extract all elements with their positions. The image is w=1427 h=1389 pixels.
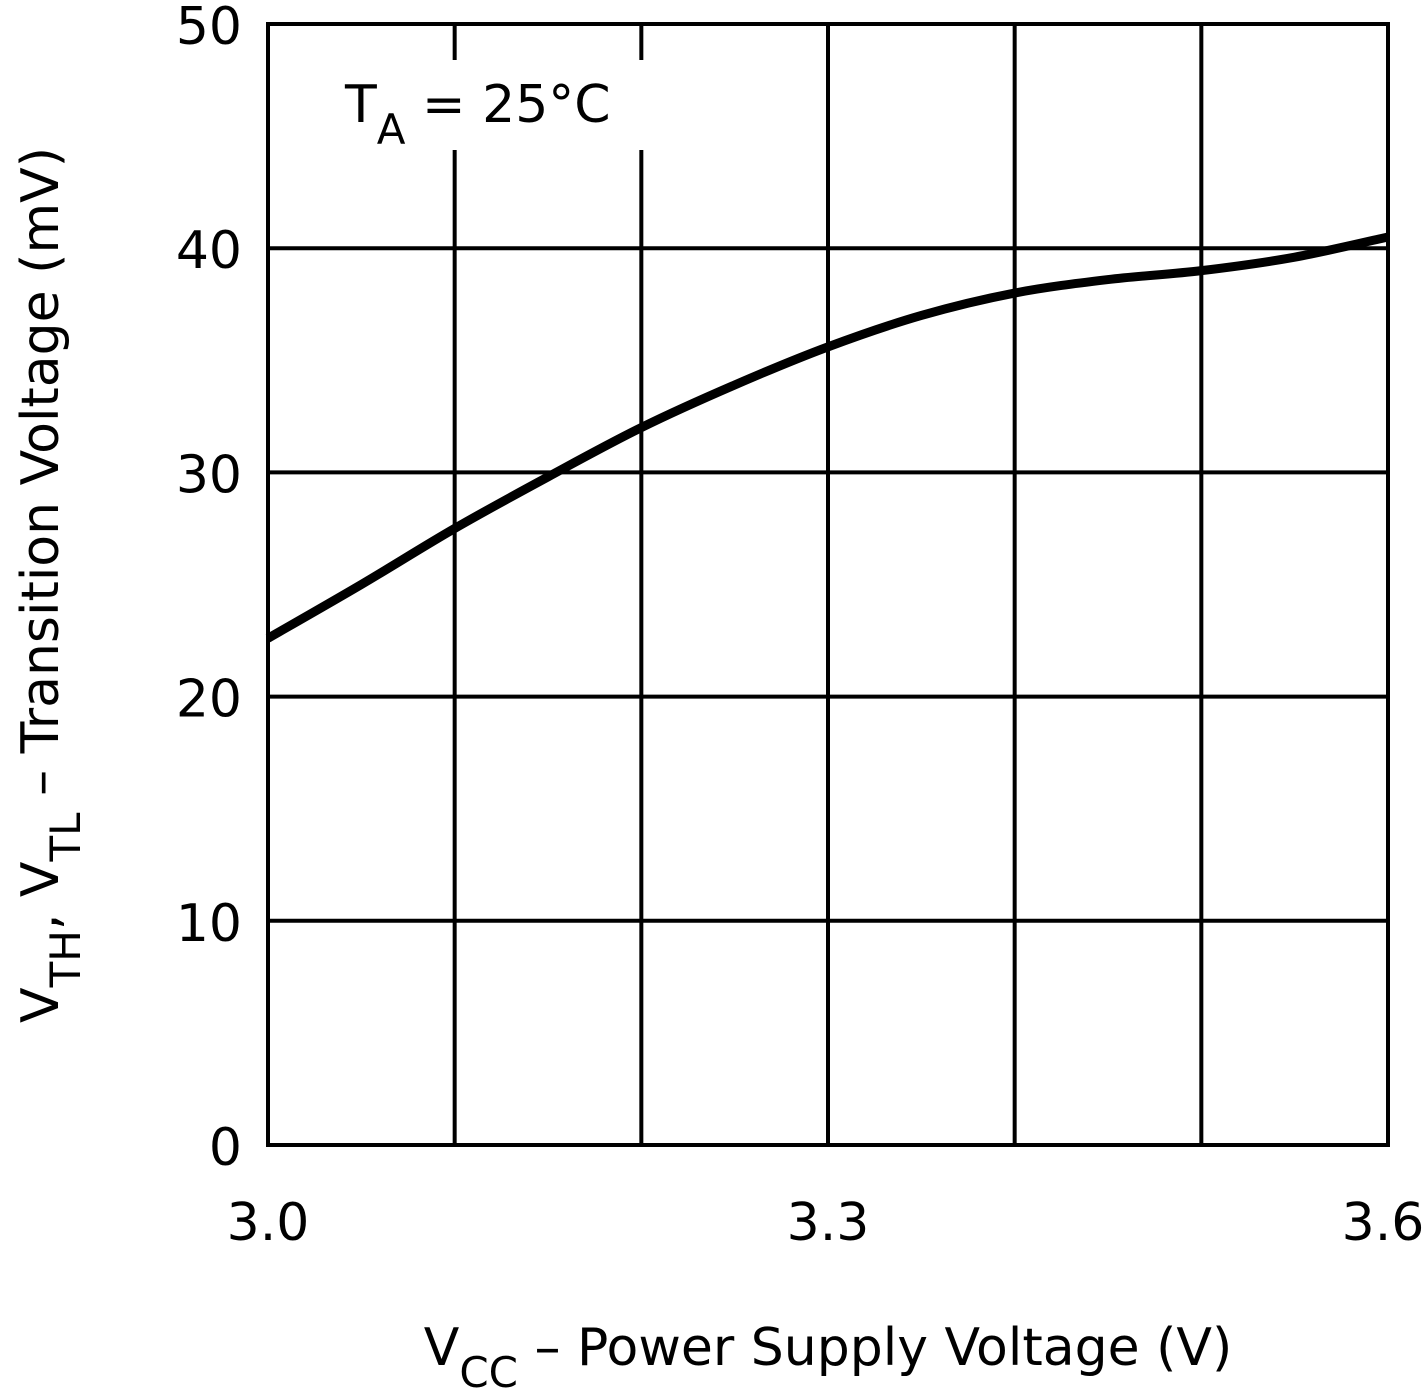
plot-frame <box>266 22 1390 1147</box>
y-axis-label: VTH, VTL – Transition Voltage (mV) <box>11 147 90 1023</box>
y-tick-labels: 0 10 20 30 40 50 <box>176 0 242 1178</box>
y-tick-label: 20 <box>176 670 242 730</box>
y-tick-label: 30 <box>176 445 242 505</box>
x-tick-label: 3.6 <box>1342 1193 1425 1253</box>
x-tick-label: 3.3 <box>787 1193 870 1253</box>
annotation: TA = 25°C <box>344 75 611 154</box>
x-axis-label: VCC – Power Supply Voltage (V) <box>424 1318 1233 1389</box>
grid <box>266 22 1390 1147</box>
y-tick-label: 0 <box>209 1118 242 1178</box>
y-tick-label: 40 <box>176 221 242 281</box>
y-tick-label: 50 <box>176 0 242 57</box>
series-line <box>265 232 1389 643</box>
y-tick-label: 10 <box>176 894 242 954</box>
annotation-background <box>332 60 644 150</box>
x-tick-labels: 3.0 3.3 3.6 <box>227 1193 1425 1253</box>
x-tick-label: 3.0 <box>227 1193 310 1253</box>
